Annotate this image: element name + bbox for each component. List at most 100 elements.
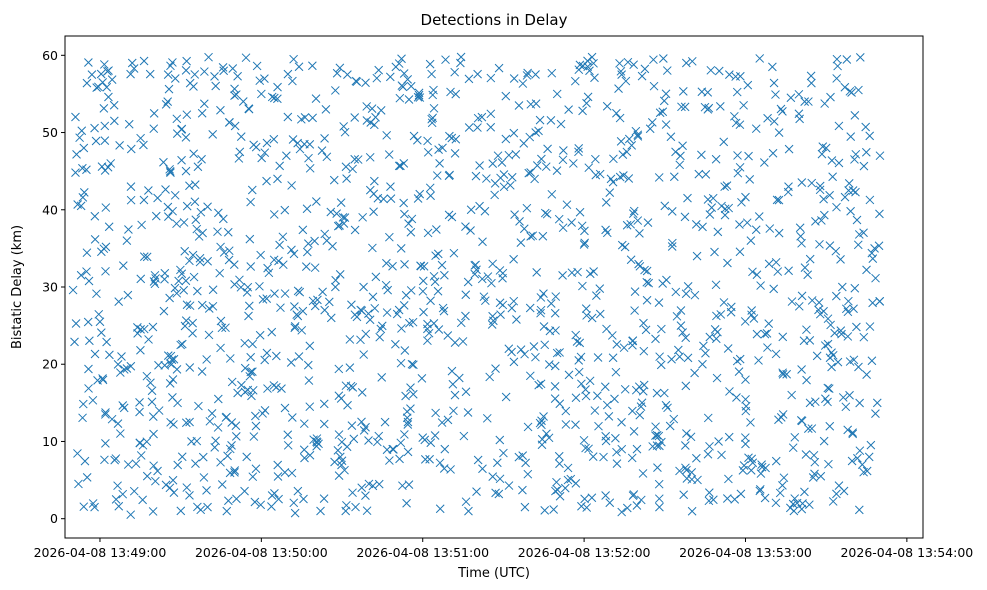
data-point bbox=[273, 82, 282, 92]
data-point bbox=[356, 305, 366, 315]
data-point bbox=[833, 357, 843, 367]
data-point bbox=[114, 297, 124, 307]
data-point bbox=[160, 268, 170, 278]
data-point bbox=[635, 229, 644, 238]
data-point bbox=[249, 432, 259, 441]
data-point bbox=[177, 155, 186, 165]
data-point bbox=[774, 128, 784, 137]
data-point bbox=[830, 328, 839, 338]
data-point bbox=[256, 250, 265, 260]
data-point bbox=[784, 266, 793, 276]
data-point bbox=[269, 381, 279, 390]
data-point bbox=[755, 54, 765, 63]
data-point bbox=[351, 76, 361, 86]
data-point bbox=[144, 335, 153, 344]
data-point bbox=[616, 66, 626, 76]
data-point bbox=[449, 248, 459, 258]
chart-title: Detections in Delay bbox=[421, 11, 568, 29]
data-point bbox=[139, 195, 149, 205]
data-point bbox=[346, 381, 356, 391]
data-point bbox=[90, 123, 99, 133]
data-point bbox=[271, 351, 281, 361]
data-point bbox=[563, 463, 573, 473]
data-point bbox=[310, 236, 319, 246]
data-point bbox=[826, 320, 835, 330]
data-point bbox=[771, 257, 781, 267]
data-point bbox=[361, 422, 370, 432]
data-point bbox=[202, 355, 212, 364]
data-point bbox=[216, 242, 225, 252]
data-point bbox=[825, 421, 835, 431]
data-point bbox=[287, 245, 296, 255]
data-point bbox=[194, 401, 203, 411]
data-point bbox=[216, 316, 226, 326]
data-point bbox=[628, 336, 638, 345]
data-point bbox=[815, 309, 825, 319]
data-point bbox=[658, 107, 668, 117]
data-point bbox=[198, 452, 208, 462]
data-point bbox=[741, 394, 750, 404]
data-point bbox=[429, 103, 439, 113]
data-point bbox=[498, 273, 507, 283]
data-point bbox=[494, 489, 504, 499]
data-point bbox=[581, 443, 590, 453]
data-point bbox=[283, 440, 293, 450]
data-point bbox=[430, 431, 440, 440]
data-point bbox=[127, 58, 137, 68]
data-point bbox=[78, 163, 87, 173]
data-point bbox=[109, 116, 119, 126]
data-point bbox=[230, 121, 240, 131]
data-point bbox=[686, 432, 696, 442]
data-point bbox=[655, 108, 665, 118]
data-point bbox=[82, 267, 91, 276]
data-point bbox=[435, 159, 444, 168]
data-point bbox=[478, 237, 487, 247]
data-point bbox=[509, 74, 519, 83]
data-point bbox=[353, 155, 363, 164]
data-point bbox=[778, 332, 788, 342]
data-point bbox=[197, 367, 207, 376]
data-point bbox=[342, 442, 352, 452]
data-point bbox=[242, 452, 252, 462]
data-point bbox=[661, 89, 671, 99]
data-point bbox=[443, 415, 453, 425]
data-point bbox=[635, 261, 645, 271]
data-point bbox=[651, 431, 660, 441]
data-point bbox=[551, 326, 560, 335]
data-point bbox=[682, 465, 691, 475]
data-point bbox=[564, 105, 573, 114]
data-point bbox=[345, 363, 355, 372]
data-point bbox=[733, 168, 743, 178]
data-point bbox=[153, 466, 162, 476]
data-point bbox=[832, 74, 842, 83]
data-point bbox=[246, 262, 256, 271]
data-point bbox=[797, 178, 807, 187]
data-point bbox=[575, 338, 585, 348]
data-point bbox=[459, 431, 469, 441]
data-point bbox=[740, 433, 750, 442]
data-point bbox=[159, 157, 168, 167]
data-point bbox=[343, 400, 352, 410]
data-point bbox=[341, 506, 351, 516]
data-point bbox=[768, 148, 778, 158]
data-point bbox=[748, 458, 758, 468]
data-point bbox=[814, 305, 823, 315]
data-point bbox=[752, 270, 762, 280]
data-point bbox=[819, 210, 829, 220]
data-point bbox=[308, 113, 317, 123]
data-point bbox=[438, 143, 447, 153]
data-point bbox=[405, 318, 414, 328]
data-point bbox=[562, 200, 572, 210]
data-point bbox=[852, 215, 862, 225]
data-point bbox=[409, 360, 418, 370]
data-point bbox=[556, 119, 566, 129]
data-point bbox=[182, 300, 192, 310]
data-point bbox=[629, 427, 639, 436]
data-point bbox=[486, 122, 496, 132]
data-point bbox=[219, 66, 229, 76]
data-point bbox=[843, 332, 853, 341]
data-point bbox=[407, 214, 417, 224]
data-point bbox=[583, 92, 593, 102]
data-point bbox=[273, 94, 282, 104]
data-point bbox=[800, 97, 810, 106]
